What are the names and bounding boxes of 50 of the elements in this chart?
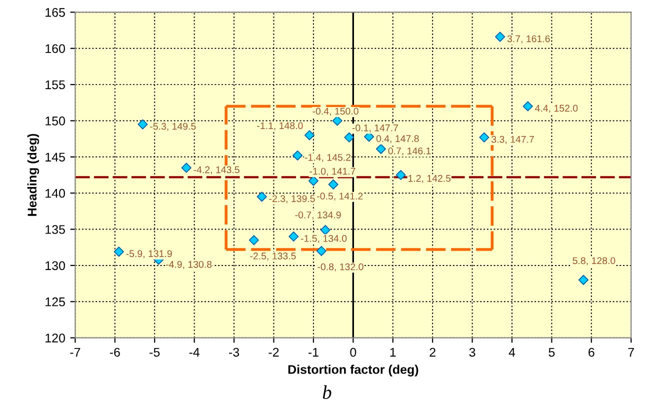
data-label: 3.7, 161.6 bbox=[507, 35, 550, 44]
x-tick-label: -5 bbox=[150, 348, 160, 357]
data-label: -4.2, 143.5 bbox=[194, 166, 240, 174]
y-tick-label: 125 bbox=[46, 297, 65, 306]
data-label: -1.0, 141.7 bbox=[310, 168, 356, 176]
data-label: 1.2, 142.5 bbox=[408, 174, 451, 183]
x-tick-label: 4 bbox=[508, 348, 516, 357]
y-tick-label: 130 bbox=[46, 261, 65, 270]
data-label: 0.7, 146.1 bbox=[388, 147, 431, 156]
data-label: -0.8, 132.0 bbox=[318, 263, 364, 272]
x-tick-label: 2 bbox=[430, 348, 436, 357]
x-tick-label: 5 bbox=[548, 348, 555, 357]
x-tick-label: -2 bbox=[268, 348, 279, 357]
x-tick-label: 3 bbox=[469, 348, 476, 357]
x-tick-label: -4 bbox=[189, 348, 200, 357]
y-tick-label: 155 bbox=[46, 80, 65, 90]
text: b bbox=[322, 385, 332, 399]
data-label: -2.5, 133.5 bbox=[250, 252, 296, 261]
data-label: -4.9, 130.8 bbox=[166, 260, 212, 269]
y-tick-label: 135 bbox=[46, 225, 65, 234]
data-label: 4.4, 152.0 bbox=[535, 104, 578, 113]
data-label: 3.3, 147.7 bbox=[492, 136, 534, 144]
data-label: -1.1, 148.0 bbox=[257, 122, 303, 130]
y-tick-label: 150 bbox=[46, 116, 65, 126]
y-tick-label: 165 bbox=[46, 8, 65, 17]
y-tick-label: 120 bbox=[46, 334, 65, 342]
x-axis-title: Distortion factor (deg) bbox=[288, 364, 418, 376]
data-label: -1.4, 145.2 bbox=[304, 154, 351, 162]
x-tick-label: 6 bbox=[588, 348, 594, 357]
x-tick-label: -7 bbox=[70, 348, 80, 357]
data-label: 0.4, 147.8 bbox=[376, 135, 419, 144]
data-label: -0.1, 147.7 bbox=[352, 124, 398, 132]
x-tick-label: -3 bbox=[229, 348, 240, 357]
x-tick-label: 1 bbox=[390, 348, 396, 357]
data-label: -2.3, 139.5 bbox=[269, 195, 315, 204]
x-tick-label: -1 bbox=[308, 348, 318, 357]
x-tick-label: -6 bbox=[110, 348, 120, 357]
data-label: -5.9, 131.9 bbox=[126, 250, 172, 258]
x-tick-label: 0 bbox=[350, 348, 356, 357]
data-label: -0.4, 150.0 bbox=[312, 108, 358, 116]
data-label: 5.8, 128.0 bbox=[572, 257, 616, 266]
y-tick-label: 160 bbox=[46, 44, 65, 54]
data-label: -0.7, 134.9 bbox=[295, 211, 341, 220]
y-axis-title: Heading (deg) bbox=[27, 134, 40, 216]
data-label: -5.3, 149.5 bbox=[150, 122, 196, 131]
data-label: -1.5, 134.0 bbox=[300, 235, 347, 244]
y-tick-label: 140 bbox=[46, 188, 65, 198]
data-label: -0.5, 141.2 bbox=[317, 192, 363, 201]
x-tick-label: 7 bbox=[628, 348, 634, 357]
y-tick-label: 145 bbox=[46, 152, 65, 162]
